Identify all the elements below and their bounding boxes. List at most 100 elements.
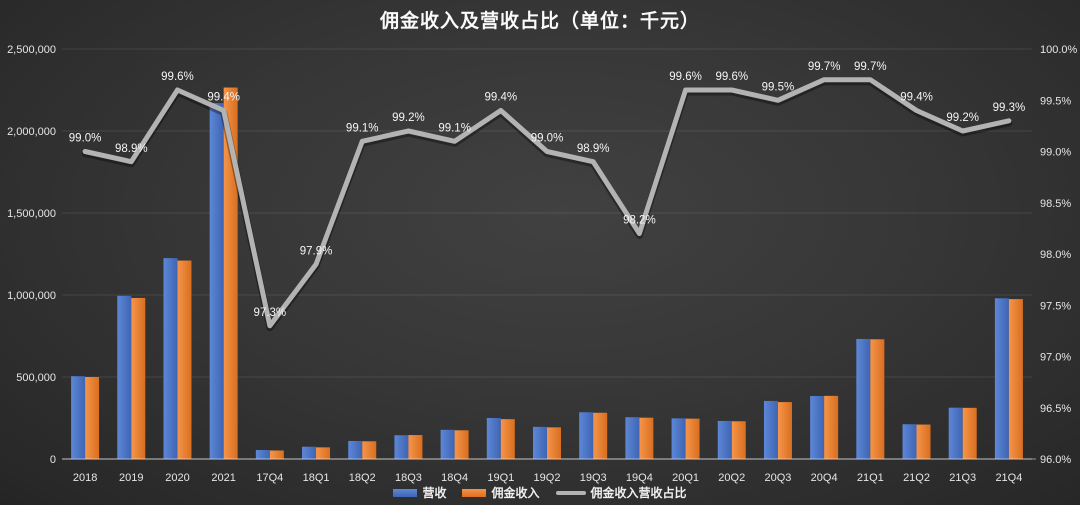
bar-revenue-20Q1 <box>671 418 686 459</box>
bar-commission-19Q4 <box>639 417 654 459</box>
line-point-label: 99.0% <box>69 133 102 145</box>
x-axis-label: 21Q4 <box>995 472 1022 484</box>
left-axis-tick: 500,000 <box>16 372 56 384</box>
x-axis-label: 19Q1 <box>487 472 514 484</box>
bar-revenue-2020 <box>163 258 178 459</box>
right-axis-tick: 96.5% <box>1040 403 1071 415</box>
x-axis-label: 19Q2 <box>534 472 561 484</box>
bar-revenue-19Q1 <box>486 418 501 459</box>
line-point-label: 99.6% <box>715 71 748 83</box>
left-axis-tick: 1,000,000 <box>7 290 56 302</box>
x-axis-label: 20Q2 <box>718 472 745 484</box>
x-axis-label: 18Q3 <box>395 472 422 484</box>
right-axis-tick: 97.5% <box>1040 300 1071 312</box>
bar-revenue-20Q4 <box>810 396 825 459</box>
bar-revenue-19Q3 <box>579 412 594 459</box>
bar-commission-21Q3 <box>962 407 977 459</box>
bar-commission-18Q1 <box>316 447 331 459</box>
line-point-label: 99.1% <box>346 122 379 134</box>
bar-revenue-20Q3 <box>763 400 778 459</box>
bar-revenue-20Q2 <box>717 420 732 459</box>
legend-item-ratio: 佣金收入营收占比 <box>555 484 687 501</box>
line-point-label: 98.9% <box>577 143 610 155</box>
bar-revenue-21Q4 <box>994 298 1009 459</box>
x-axis-label: 2018 <box>73 472 97 484</box>
bar-revenue-18Q3 <box>394 435 409 459</box>
bar-commission-21Q4 <box>1008 299 1023 459</box>
bar-commission-17Q4 <box>269 450 284 459</box>
line-point-label: 99.5% <box>762 81 795 93</box>
legend-label-revenue: 营收 <box>422 486 447 500</box>
bar-commission-20Q1 <box>685 418 700 459</box>
bar-commission-19Q2 <box>547 427 561 459</box>
line-point-label: 99.4% <box>207 92 240 104</box>
bar-revenue-19Q4 <box>625 417 640 459</box>
left-axis-tick: 2,500,000 <box>7 44 56 56</box>
bar-revenue-18Q4 <box>440 429 455 459</box>
x-axis-label: 20Q1 <box>672 472 699 484</box>
line-point-label: 99.0% <box>531 133 564 145</box>
bar-commission-20Q4 <box>824 395 839 459</box>
bar-commission-18Q4 <box>454 430 469 459</box>
left-axis-tick: 0 <box>50 454 56 466</box>
bar-commission-2019 <box>131 297 146 459</box>
line-point-label: 99.6% <box>669 71 702 83</box>
line-point-label: 99.4% <box>485 92 518 104</box>
left-axis-tick: 1,500,000 <box>7 208 56 220</box>
line-point-label: 99.3% <box>993 102 1026 114</box>
legend-item-revenue: 营收 <box>393 484 446 501</box>
bar-commission-20Q3 <box>777 402 792 459</box>
right-axis-tick: 98.5% <box>1040 198 1071 210</box>
right-axis-tick: 100.0% <box>1040 44 1078 56</box>
line-point-label: 99.2% <box>392 112 425 124</box>
right-axis-tick: 97.0% <box>1040 352 1071 364</box>
bar-revenue-18Q2 <box>348 440 363 459</box>
x-axis-label: 2020 <box>165 472 189 484</box>
x-axis-label: 20Q4 <box>811 472 838 484</box>
bar-commission-20Q2 <box>731 421 746 459</box>
line-point-label: 97.9% <box>300 245 333 257</box>
line-point-label: 98.9% <box>115 143 148 155</box>
bar-revenue-21Q2 <box>902 424 917 459</box>
revenue-swatch-icon <box>393 488 418 497</box>
line-point-label: 98.2% <box>623 215 656 227</box>
x-axis-label: 19Q4 <box>626 472 653 484</box>
bar-commission-2018 <box>85 377 100 459</box>
x-axis-label: 18Q2 <box>349 472 376 484</box>
legend-label-commission: 佣金收入 <box>491 486 540 500</box>
bar-revenue-17Q4 <box>255 449 270 459</box>
bar-revenue-2019 <box>117 295 132 459</box>
bar-revenue-19Q2 <box>533 426 547 459</box>
line-point-label: 99.7% <box>854 61 887 73</box>
x-axis-label: 21Q3 <box>949 472 976 484</box>
bar-revenue-21Q1 <box>856 338 871 459</box>
bar-commission-18Q2 <box>362 441 377 459</box>
bar-commission-2021 <box>223 87 238 459</box>
chart-legend: 营收 佣金收入 佣金收入营收占比 <box>0 484 1080 501</box>
line-point-label: 99.2% <box>946 112 979 124</box>
x-axis-label: 2021 <box>211 472 235 484</box>
x-axis-label: 20Q3 <box>764 472 791 484</box>
line-point-label: 99.1% <box>438 122 471 134</box>
right-axis-tick: 96.0% <box>1040 454 1071 466</box>
x-axis-label: 21Q1 <box>857 472 884 484</box>
x-axis-label: 19Q3 <box>580 472 607 484</box>
bar-commission-21Q1 <box>870 339 885 459</box>
line-point-label: 99.7% <box>808 61 841 73</box>
right-axis-tick: 99.5% <box>1040 95 1071 107</box>
commission-swatch-icon <box>462 488 487 497</box>
left-axis-tick: 2,000,000 <box>7 126 56 138</box>
chart-title: 佣金收入及营收占比（单位：千元） <box>379 11 700 32</box>
line-point-label: 97.3% <box>254 307 287 319</box>
x-axis-label: 18Q1 <box>303 472 330 484</box>
bar-commission-19Q3 <box>593 412 608 459</box>
bar-commission-18Q3 <box>408 435 423 459</box>
bar-revenue-18Q1 <box>302 446 317 459</box>
ratio-line-swatch-icon <box>555 490 586 495</box>
x-axis-label: 17Q4 <box>256 472 283 484</box>
bar-revenue-2018 <box>71 376 86 459</box>
bar-commission-21Q2 <box>916 424 931 459</box>
ratio-line <box>82 77 1012 329</box>
